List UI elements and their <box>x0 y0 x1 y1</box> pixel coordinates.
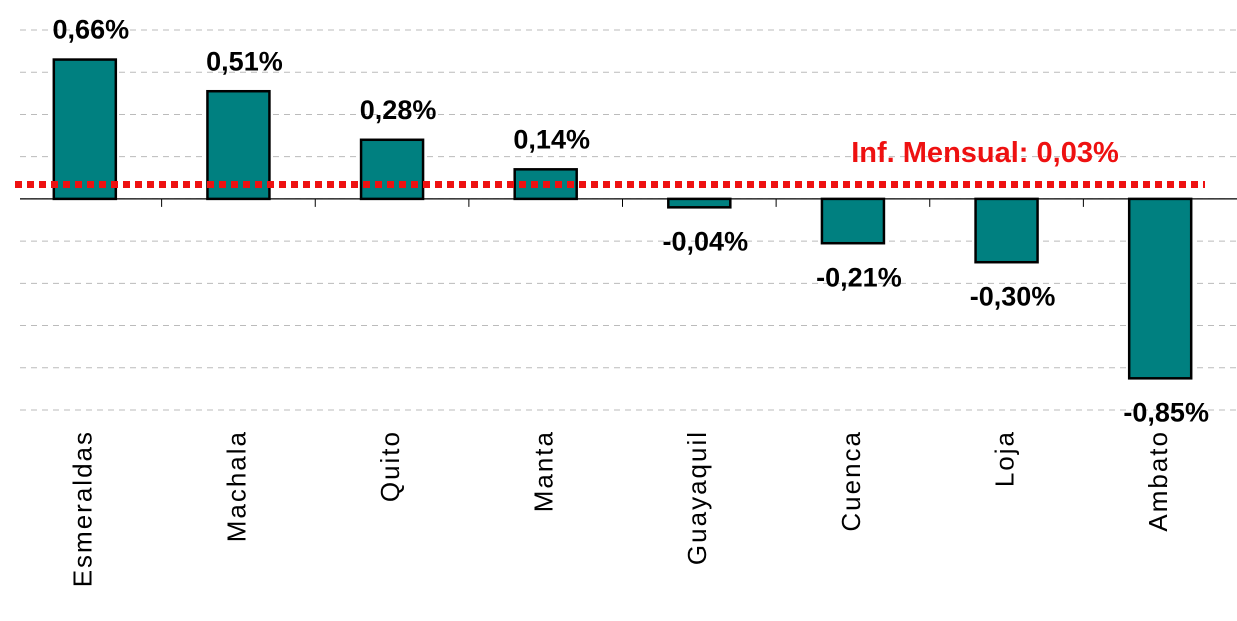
x-tick-label: Manta <box>529 430 559 512</box>
value-label: 0,51% <box>206 46 283 76</box>
value-label: 0,66% <box>53 15 130 45</box>
bar <box>820 197 886 245</box>
value-label: -0,85% <box>1123 397 1209 427</box>
value-label: -0,30% <box>970 281 1056 311</box>
bar <box>974 197 1039 264</box>
bar <box>206 89 271 201</box>
x-tick-label: Guayaquil <box>682 430 712 565</box>
value-label: 0,28% <box>360 95 437 125</box>
bar <box>52 58 118 201</box>
bar <box>667 197 732 209</box>
x-tick-label: Loja <box>989 430 1019 487</box>
x-tick-label: Ambato <box>1143 430 1173 532</box>
x-tick-label: Machala <box>221 430 251 542</box>
x-tick-label: Esmeraldas <box>68 430 98 587</box>
bar <box>1127 197 1193 380</box>
value-label: -0,04% <box>663 226 749 256</box>
reference-label: Inf. Mensual: 0,03% <box>851 137 1119 169</box>
x-tick-label: Quito <box>375 430 405 502</box>
x-tick-label: Cuenca <box>836 430 866 532</box>
value-label: 0,14% <box>513 124 590 154</box>
value-label: -0,21% <box>816 262 902 292</box>
bar <box>359 138 425 201</box>
